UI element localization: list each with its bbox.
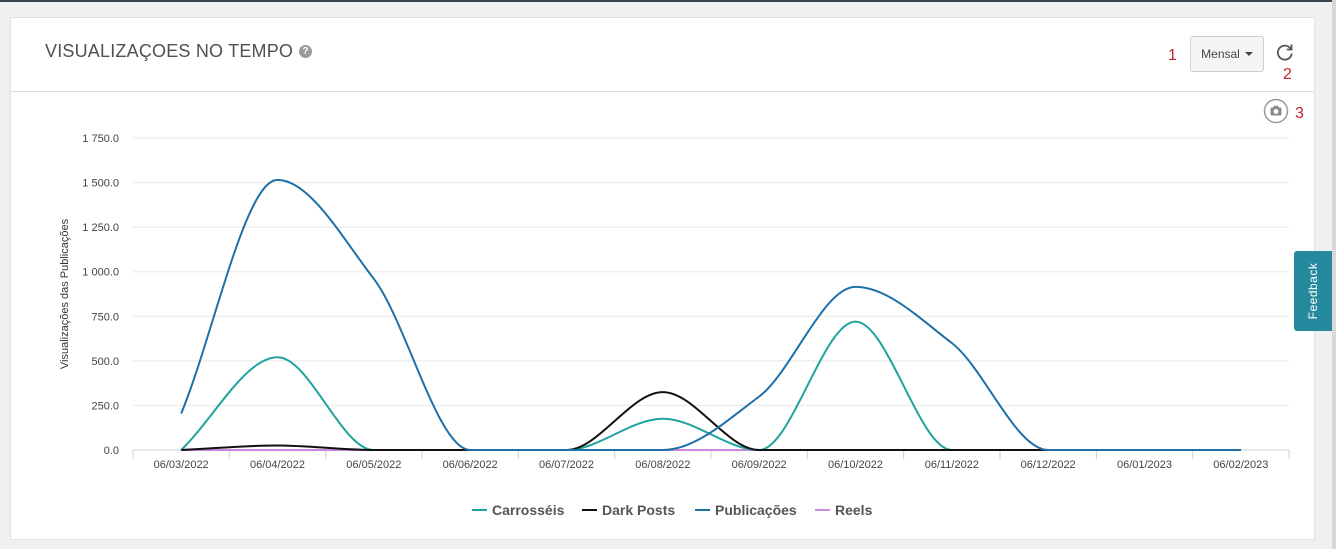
legend-item-dark-posts[interactable]: Dark Posts — [602, 502, 675, 518]
y-tick-label: 1 500.0 — [82, 178, 119, 190]
chevron-down-icon — [1244, 52, 1253, 56]
x-tick-label: 06/07/2022 — [539, 459, 594, 471]
x-tick-label: 06/06/2022 — [443, 459, 498, 471]
chart-legend: Carrosséis Dark Posts Publicações Reels — [472, 502, 873, 518]
y-tick-label: 1 000.0 — [82, 267, 119, 279]
camera-icon[interactable] — [1263, 98, 1289, 124]
annotation-3: 3 — [1295, 105, 1304, 122]
legend-item-publicacoes[interactable]: Publicações — [715, 502, 797, 518]
y-tick-label: 500.0 — [91, 356, 119, 368]
feedback-tab[interactable]: Feedback — [1294, 251, 1332, 331]
feedback-label: Feedback — [1306, 262, 1320, 320]
panel-header: VISUALIZAÇOES NO TEMPO ? Mensal — [11, 18, 1314, 92]
x-tick-label: 06/01/2023 — [1117, 459, 1172, 471]
series-line-publicacoes[interactable] — [180, 178, 1241, 452]
y-axis-title: Visualizações das Publicações — [59, 218, 71, 369]
window-top-border — [0, 0, 1336, 2]
chart-grid — [133, 137, 1289, 451]
question-circle-icon[interactable]: ? — [299, 45, 313, 58]
annotation-1: 1 — [1168, 47, 1177, 64]
y-tick-label: 1 750.0 — [82, 133, 119, 145]
chart-axes: 0.0 250.0 500.0 750.0 1 000.0 1 250.0 1 500.0 1… — [82, 133, 1290, 471]
x-tick-label: 06/05/2022 — [346, 459, 401, 471]
x-tick-label: 06/02/2023 — [1213, 459, 1268, 471]
series-line-carrosseis[interactable] — [180, 320, 1241, 452]
period-dropdown-value: Mensal — [1201, 47, 1240, 61]
y-tick-label: 0.0 — [104, 445, 119, 457]
x-tick-label: 06/04/2022 — [250, 459, 305, 471]
x-tick-label: 06/03/2022 — [154, 459, 209, 471]
x-tick-label: 06/10/2022 — [828, 459, 883, 471]
annotation-2: 2 — [1283, 66, 1292, 83]
y-tick-label: 1 250.0 — [82, 222, 119, 234]
y-tick-label: 250.0 — [91, 400, 119, 412]
panel-title: VISUALIZAÇOES NO TEMPO ? — [45, 41, 313, 62]
legend-item-carrosseis[interactable]: Carrosséis — [492, 502, 565, 518]
x-tick-label: 06/11/2022 — [925, 459, 979, 471]
period-dropdown[interactable]: Mensal — [1190, 36, 1264, 72]
chart-series — [180, 178, 1241, 452]
y-tick-label: 750.0 — [91, 311, 119, 323]
x-tick-label: 06/08/2022 — [635, 459, 690, 471]
x-tick-label: 06/09/2022 — [732, 459, 787, 471]
scrollbar[interactable] — [1332, 0, 1336, 549]
panel-title-text: VISUALIZAÇOES NO TEMPO — [45, 41, 294, 61]
x-tick-label: 06/12/2022 — [1021, 459, 1076, 471]
series-line-dark-posts[interactable] — [181, 391, 1241, 452]
legend-item-reels[interactable]: Reels — [835, 502, 873, 518]
chart-panel: VISUALIZAÇOES NO TEMPO ? Mensal — [10, 17, 1315, 540]
refresh-icon[interactable] — [1275, 42, 1295, 62]
